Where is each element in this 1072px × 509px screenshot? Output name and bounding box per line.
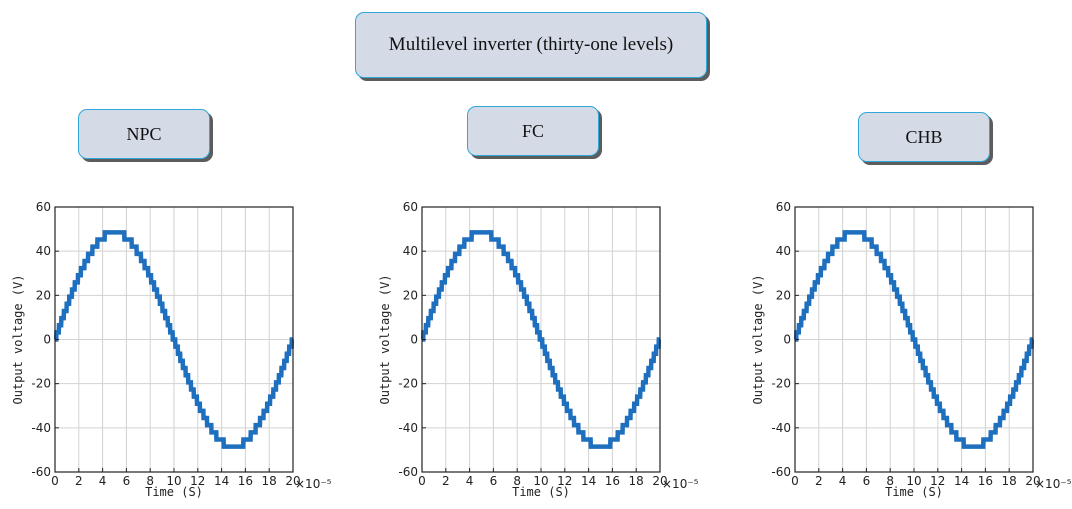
y-axis-label: Output voltage (V) [751, 274, 765, 404]
y-tick-label: 40 [36, 244, 51, 258]
x-tick-label: 12 [557, 474, 572, 488]
x-tick-label: 4 [99, 474, 107, 488]
y-tick-label: -60 [771, 465, 791, 479]
x-axis-label: Time (S) [885, 485, 943, 499]
x-tick-label: 8 [146, 474, 154, 488]
x-tick-label: 6 [490, 474, 498, 488]
x-tick-label: 12 [930, 474, 945, 488]
x-tick-label: 0 [791, 474, 799, 488]
title-text: Multilevel inverter (thirty-one levels) [388, 34, 674, 55]
y-tick-label: -40 [771, 421, 791, 435]
x-tick-label: 18 [629, 474, 644, 488]
x-tick-label: 10 [906, 474, 921, 488]
y-axis-label: Output voltage (V) [378, 274, 392, 404]
y-tick-label: -20 [31, 377, 51, 391]
chb-label: CHB [905, 126, 943, 147]
x-tick-label: 14 [954, 474, 969, 488]
x-tick-label: 16 [978, 474, 993, 488]
x-axis-multiplier: ×10⁻⁵ [1035, 477, 1072, 491]
x-tick-label: 14 [214, 474, 229, 488]
output-voltage-waveform [420, 230, 662, 449]
x-tick-label: 6 [863, 474, 871, 488]
y-tick-label: -60 [31, 465, 51, 479]
x-tick-label: 0 [51, 474, 59, 488]
y-tick-label: -20 [771, 377, 791, 391]
y-tick-label: 0 [410, 333, 418, 347]
x-tick-label: 12 [190, 474, 205, 488]
x-tick-label: 8 [513, 474, 521, 488]
x-tick-label: 20 [1025, 474, 1040, 488]
fc-label-box: FC [467, 106, 599, 156]
x-tick-label: 4 [839, 474, 847, 488]
x-tick-label: 8 [886, 474, 894, 488]
x-tick-label: 20 [285, 474, 300, 488]
y-tick-label: -60 [398, 465, 418, 479]
x-tick-label: 20 [652, 474, 667, 488]
y-tick-label: 20 [36, 288, 51, 302]
x-axis-multiplier: ×10⁻⁵ [662, 477, 699, 491]
x-tick-label: 10 [533, 474, 548, 488]
y-tick-label: 0 [43, 333, 51, 347]
title-box: Multilevel inverter (thirty-one levels) [355, 12, 707, 78]
y-tick-label: -40 [398, 421, 418, 435]
y-tick-label: -20 [398, 377, 418, 391]
x-tick-label: 16 [605, 474, 620, 488]
y-tick-label: 60 [776, 200, 791, 214]
x-tick-label: 6 [123, 474, 131, 488]
x-tick-label: 0 [418, 474, 426, 488]
x-tick-label: 2 [75, 474, 83, 488]
y-tick-label: 60 [403, 200, 418, 214]
x-axis-label: Time (S) [145, 485, 203, 499]
npc-output-voltage-chart: 0 2 4 6 8 10 12 14 16 18 20 -60 -40 -20 0 20 40 60 ×10⁻⁵ Ti… [11, 200, 332, 499]
chb-label-box: CHB [858, 112, 990, 162]
y-axis-label: Output voltage (V) [11, 274, 25, 404]
y-tick-label: 40 [403, 244, 418, 258]
x-tick-label: 2 [442, 474, 450, 488]
x-tick-label: 18 [262, 474, 277, 488]
y-tick-label: 0 [783, 333, 791, 347]
x-tick-label: 14 [581, 474, 596, 488]
y-tick-label: 40 [776, 244, 791, 258]
x-axis-label: Time (S) [512, 485, 570, 499]
y-tick-label: -40 [31, 421, 51, 435]
y-tick-label: 20 [403, 288, 418, 302]
x-tick-label: 2 [815, 474, 823, 488]
y-tick-label: 60 [36, 200, 51, 214]
fc-label: FC [521, 120, 545, 141]
output-voltage-waveform [53, 230, 295, 449]
chb-output-voltage-chart: 0 2 4 6 8 10 12 14 16 18 20 -60 -40 -20 0 20 40 60 ×10⁻⁵ Ti… [751, 200, 1072, 499]
y-tick-label: 20 [776, 288, 791, 302]
fc-output-voltage-chart: 0 2 4 6 8 10 12 14 16 18 20 -60 -40 -20 0 20 40 60 ×10⁻⁵ Ti… [378, 200, 699, 499]
npc-label: NPC [126, 123, 162, 144]
x-tick-label: 10 [166, 474, 181, 488]
x-axis-multiplier: ×10⁻⁵ [295, 477, 332, 491]
x-tick-label: 4 [466, 474, 474, 488]
x-tick-label: 18 [1002, 474, 1017, 488]
output-voltage-waveform [793, 230, 1035, 449]
npc-label-box: NPC [78, 109, 210, 159]
x-tick-label: 16 [238, 474, 253, 488]
